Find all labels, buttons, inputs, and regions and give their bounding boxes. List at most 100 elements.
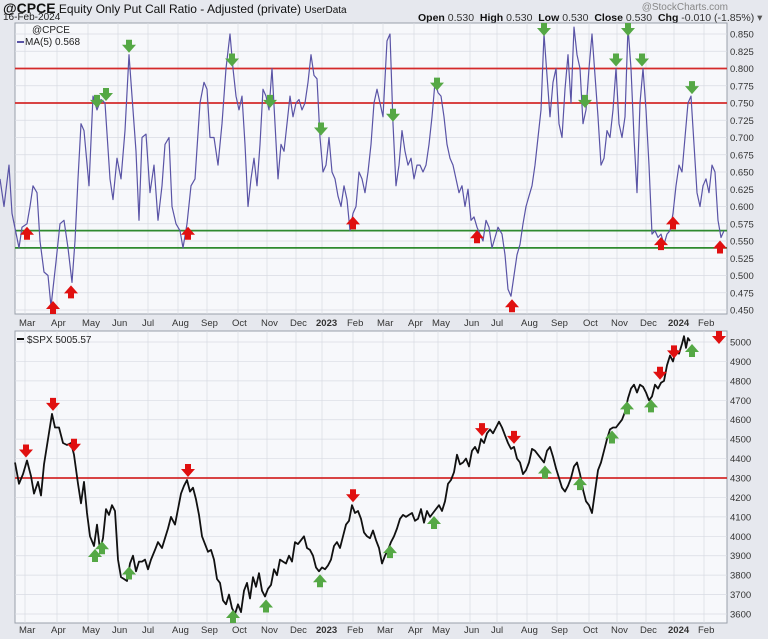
chart-title: @CPCE Equity Only Put Call Ratio - Adjus… bbox=[3, 0, 347, 16]
x-tick-label: Mar bbox=[19, 318, 35, 329]
up-arrow-icon bbox=[383, 545, 397, 559]
up-arrow-icon bbox=[20, 226, 34, 240]
chg-label: Chg bbox=[657, 12, 679, 24]
up-arrow-icon bbox=[46, 301, 60, 314]
down-arrow-icon bbox=[430, 77, 444, 91]
up-arrow-icon bbox=[713, 240, 727, 254]
up-arrow-icon bbox=[666, 216, 680, 230]
x-tick-label: May bbox=[82, 318, 100, 329]
x-tick-label: Jul bbox=[142, 318, 154, 329]
down-arrow-icon bbox=[653, 366, 667, 380]
x-tick-label: Dec bbox=[290, 625, 307, 636]
up-arrow-icon bbox=[427, 515, 441, 529]
x-tick-label: Oct bbox=[583, 625, 598, 636]
x-tick-label: Feb bbox=[347, 625, 363, 636]
down-arrow-icon bbox=[67, 438, 81, 452]
cpce-panel: 0.850 0.825 0.800 0.775 0.750 0.725 0.700 0.675… bbox=[0, 22, 754, 317]
x-tick-label: Dec bbox=[640, 318, 657, 329]
up-arrow-icon bbox=[346, 216, 360, 230]
down-arrow-icon bbox=[99, 88, 113, 101]
up-arrow-icon bbox=[644, 399, 658, 413]
x-tick-label: Jun bbox=[464, 625, 479, 636]
x-tick-label: Apr bbox=[51, 625, 66, 636]
x-tick-label: Sep bbox=[551, 318, 568, 329]
x-tick-label: 2023 bbox=[316, 318, 337, 329]
high-label: High bbox=[479, 12, 504, 24]
x-tick-label: May bbox=[432, 318, 450, 329]
up-arrow-icon bbox=[122, 566, 136, 580]
down-arrow-icon bbox=[712, 331, 726, 344]
y-tick-label: 4400 bbox=[730, 454, 751, 465]
y-tick-label: 0.700 bbox=[730, 133, 754, 144]
x-tick-label: Nov bbox=[611, 318, 628, 329]
close-label: Close bbox=[594, 12, 623, 24]
open-value: 0.530 bbox=[447, 12, 475, 24]
close-value: 0.530 bbox=[625, 12, 653, 24]
y-tick-label: 4800 bbox=[730, 376, 751, 387]
down-arrow-icon bbox=[225, 53, 239, 67]
x-tick-label: Jul bbox=[142, 625, 154, 636]
title-text: Equity Only Put Call Ratio - Adjusted (p… bbox=[58, 2, 302, 16]
y-tick-label: 0.475 bbox=[730, 288, 754, 299]
y-tick-label: 0.675 bbox=[730, 150, 754, 161]
up-arrow-icon bbox=[685, 344, 699, 358]
y-tick-label: 0.500 bbox=[730, 271, 754, 282]
down-arrow-icon bbox=[90, 94, 104, 108]
x-tick-label: Mar bbox=[19, 625, 35, 636]
up-arrow-icon bbox=[313, 574, 327, 588]
down-arrow-icon bbox=[19, 444, 33, 458]
up-arrow-icon bbox=[259, 599, 273, 613]
x-tick-label: Aug bbox=[521, 625, 538, 636]
ohlc-summary: Open 0.530 High 0.530 Low 0.530 Close 0.… bbox=[418, 12, 762, 24]
low-value: 0.530 bbox=[562, 12, 589, 24]
dropdown-triangle-icon[interactable]: ▾ bbox=[757, 12, 763, 24]
y-tick-label: 0.625 bbox=[730, 185, 754, 196]
down-arrow-icon bbox=[507, 430, 521, 444]
up-arrow-icon bbox=[88, 549, 102, 563]
x-tick-label: Jun bbox=[112, 318, 127, 329]
x-tick-label: Apr bbox=[408, 318, 423, 329]
y-tick-label: 3800 bbox=[730, 571, 751, 582]
y-tick-label: 4200 bbox=[730, 493, 751, 504]
x-tick-label: Aug bbox=[172, 625, 189, 636]
y-tick-label: 4500 bbox=[730, 435, 751, 446]
x-tick-label: Nov bbox=[261, 318, 278, 329]
x-tick-label: Mar bbox=[377, 625, 393, 636]
price-line bbox=[14, 335, 691, 615]
cpce-legend-ma: MA(5) 0.568 bbox=[25, 37, 80, 48]
up-arrow-icon bbox=[95, 541, 109, 555]
down-arrow-icon bbox=[667, 345, 681, 359]
y-tick-label: 0.725 bbox=[730, 116, 754, 127]
down-arrow-icon bbox=[475, 423, 489, 437]
down-arrow-icon bbox=[314, 122, 328, 136]
symbol: @CPCE bbox=[3, 0, 56, 16]
x-tick-label: Mar bbox=[377, 318, 393, 329]
plot-area bbox=[14, 22, 728, 315]
spx-legend: $SPX 5005.57 bbox=[27, 335, 92, 346]
y-tick-label: 4100 bbox=[730, 512, 751, 523]
y-tick-label: 3700 bbox=[730, 590, 751, 601]
x-tick-label: Apr bbox=[408, 625, 423, 636]
open-label: Open bbox=[418, 12, 445, 24]
down-arrow-icon bbox=[263, 94, 277, 108]
down-arrow-icon bbox=[685, 81, 699, 95]
y-tick-label: 0.550 bbox=[730, 237, 754, 248]
up-arrow-icon bbox=[470, 230, 484, 244]
x-tick-label: Aug bbox=[172, 318, 189, 329]
y-tick-label: 0.800 bbox=[730, 64, 754, 75]
x-tick-label: Jul bbox=[491, 318, 503, 329]
x-tick-label: Nov bbox=[261, 625, 278, 636]
y-tick-label: 4600 bbox=[730, 415, 751, 426]
y-tick-label: 4000 bbox=[730, 532, 751, 543]
plot-area bbox=[14, 330, 728, 624]
up-arrow-icon bbox=[573, 477, 587, 491]
y-tick-label: 0.575 bbox=[730, 219, 754, 230]
up-arrow-icon bbox=[181, 226, 195, 240]
x-tick-label: Oct bbox=[583, 318, 598, 329]
x-tick-label: Jun bbox=[112, 625, 127, 636]
down-arrow-icon bbox=[46, 397, 60, 411]
up-arrow-icon bbox=[538, 465, 552, 479]
down-arrow-icon bbox=[609, 53, 623, 67]
y-tick-label: 0.850 bbox=[730, 30, 754, 41]
